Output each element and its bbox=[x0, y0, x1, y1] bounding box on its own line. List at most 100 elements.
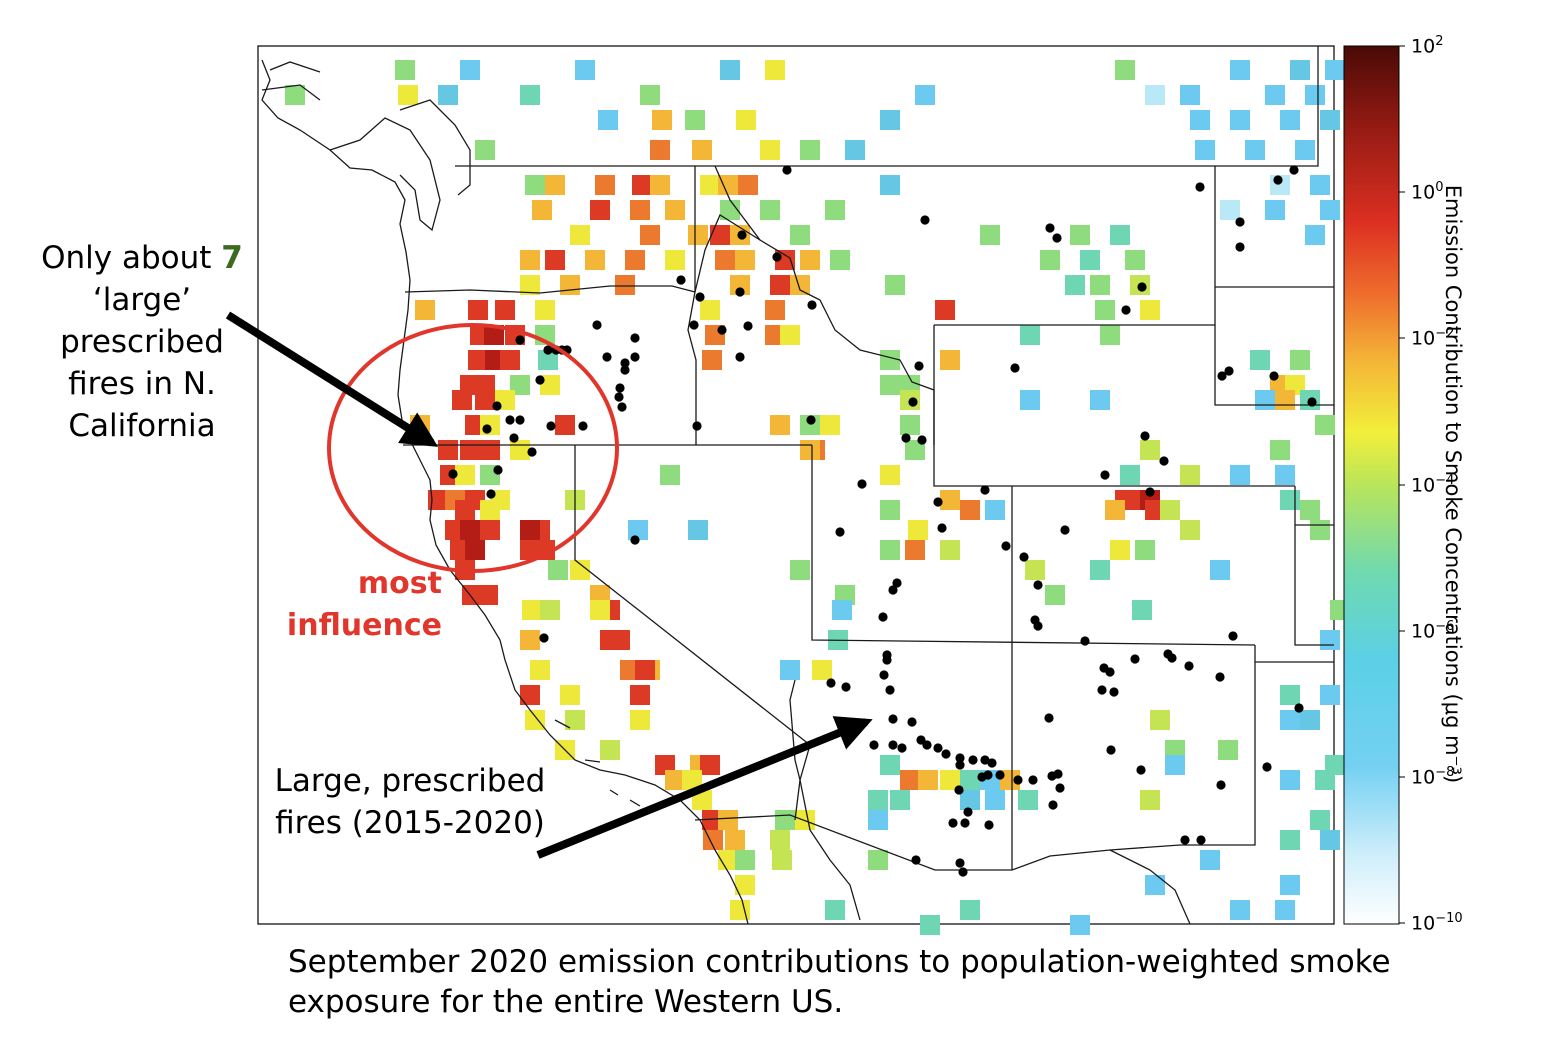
fire-dot bbox=[1044, 713, 1054, 723]
fire-dot bbox=[1033, 621, 1043, 631]
grid-cell bbox=[688, 225, 708, 245]
fire-dot bbox=[717, 325, 727, 335]
grid-cell bbox=[790, 275, 810, 295]
grid-cell bbox=[1275, 390, 1295, 410]
grid-cell bbox=[1180, 465, 1200, 485]
grid-cell bbox=[1160, 500, 1180, 520]
grid-cell bbox=[790, 560, 810, 580]
grid-cell bbox=[460, 60, 480, 80]
grid-cell bbox=[718, 175, 738, 195]
grid-cell bbox=[520, 85, 540, 105]
grid-cell bbox=[1280, 710, 1300, 730]
grid-cell bbox=[1220, 200, 1240, 220]
pacific-coastline bbox=[261, 59, 749, 925]
grid-cell bbox=[688, 520, 708, 540]
grid-cell bbox=[1310, 810, 1330, 830]
grid-cell bbox=[1280, 110, 1300, 130]
grid-cell bbox=[880, 500, 900, 520]
fire-dot bbox=[1294, 703, 1304, 713]
grid-cell bbox=[1230, 60, 1250, 80]
fire-dot bbox=[807, 300, 817, 310]
fire-dot bbox=[1215, 672, 1225, 682]
grid-cell bbox=[1265, 200, 1285, 220]
grid-cell bbox=[730, 900, 750, 920]
grid-cell bbox=[880, 375, 900, 395]
grid-cell bbox=[920, 915, 940, 935]
fire-dot bbox=[885, 685, 895, 695]
fire-dot bbox=[448, 469, 458, 479]
fire-dot bbox=[937, 523, 947, 533]
fire-dot bbox=[1307, 397, 1317, 407]
fire-dot bbox=[1145, 487, 1155, 497]
fire-dot bbox=[486, 489, 496, 499]
fire-dot bbox=[958, 867, 968, 877]
fire-dot bbox=[984, 820, 994, 830]
grid-cell bbox=[905, 440, 925, 460]
grid-cell bbox=[525, 710, 545, 730]
grid-cell bbox=[1295, 140, 1315, 160]
fire-dot bbox=[543, 345, 553, 355]
left-note-rest: ‘large’ prescribed fires in N. Californi… bbox=[60, 282, 224, 444]
fire-dot bbox=[1052, 233, 1062, 243]
grid-cell bbox=[700, 300, 720, 320]
grid-cell bbox=[545, 250, 565, 270]
grid-cell bbox=[590, 600, 610, 620]
grid-cell bbox=[478, 585, 498, 605]
grid-cell bbox=[940, 770, 960, 790]
grid-cell bbox=[465, 540, 485, 560]
grid-cell bbox=[475, 390, 495, 410]
grid-cell bbox=[885, 275, 905, 295]
fire-dot bbox=[505, 415, 515, 425]
grid-cell bbox=[702, 350, 722, 370]
fire-dot bbox=[614, 392, 624, 402]
fire-dot bbox=[955, 858, 965, 868]
fire-dot bbox=[882, 655, 892, 665]
grid-cell bbox=[560, 275, 580, 295]
most-influence-label: most influence bbox=[286, 566, 442, 643]
grid-cell bbox=[1110, 225, 1130, 245]
grid-cell bbox=[1300, 710, 1320, 730]
grid-cell bbox=[960, 900, 980, 920]
fire-dot bbox=[806, 415, 816, 425]
eastern-state-borders bbox=[1214, 286, 1334, 663]
grid-cell bbox=[960, 790, 980, 810]
fire-dot bbox=[772, 252, 782, 262]
grid-cell bbox=[548, 560, 568, 580]
fire-dot bbox=[955, 753, 965, 763]
fire-dot bbox=[493, 465, 503, 475]
grid-cell bbox=[700, 175, 720, 195]
grid-cell bbox=[520, 630, 540, 650]
grid-cell bbox=[718, 810, 738, 830]
grid-cell bbox=[438, 440, 458, 460]
grid-cell bbox=[800, 140, 820, 160]
fire-dot bbox=[1184, 661, 1194, 671]
grid-cell bbox=[1320, 685, 1340, 705]
grid-cell bbox=[765, 300, 785, 320]
grid-cell bbox=[890, 790, 910, 810]
fire-dot bbox=[980, 755, 990, 765]
grid-cell bbox=[1270, 440, 1290, 460]
grid-cell bbox=[630, 685, 650, 705]
grid-cell bbox=[1140, 440, 1160, 460]
left-note-prefix: Only about bbox=[41, 240, 222, 276]
grid-cell bbox=[520, 275, 540, 295]
grid-cell bbox=[520, 250, 540, 270]
fire-dot bbox=[1159, 456, 1169, 466]
grid-cell bbox=[1280, 770, 1300, 790]
fire-dot bbox=[933, 743, 943, 753]
fire-dot bbox=[1010, 363, 1020, 373]
grid-cell bbox=[1040, 250, 1060, 270]
grid-cell bbox=[845, 140, 865, 160]
fire-dot bbox=[1080, 636, 1090, 646]
fire-dot bbox=[1196, 835, 1206, 845]
large-prescribed-fires-label: Large, prescribed fires (2015-2020) bbox=[274, 763, 546, 841]
grid-cell bbox=[1140, 790, 1160, 810]
fire-dot bbox=[907, 717, 917, 727]
grid-cell bbox=[520, 520, 540, 540]
grid-cell bbox=[1135, 540, 1155, 560]
grid-cell bbox=[600, 740, 620, 760]
fire-dot bbox=[879, 670, 889, 680]
grid-cell bbox=[940, 350, 960, 370]
fire-dot bbox=[960, 818, 970, 828]
grid-cell bbox=[960, 770, 980, 790]
